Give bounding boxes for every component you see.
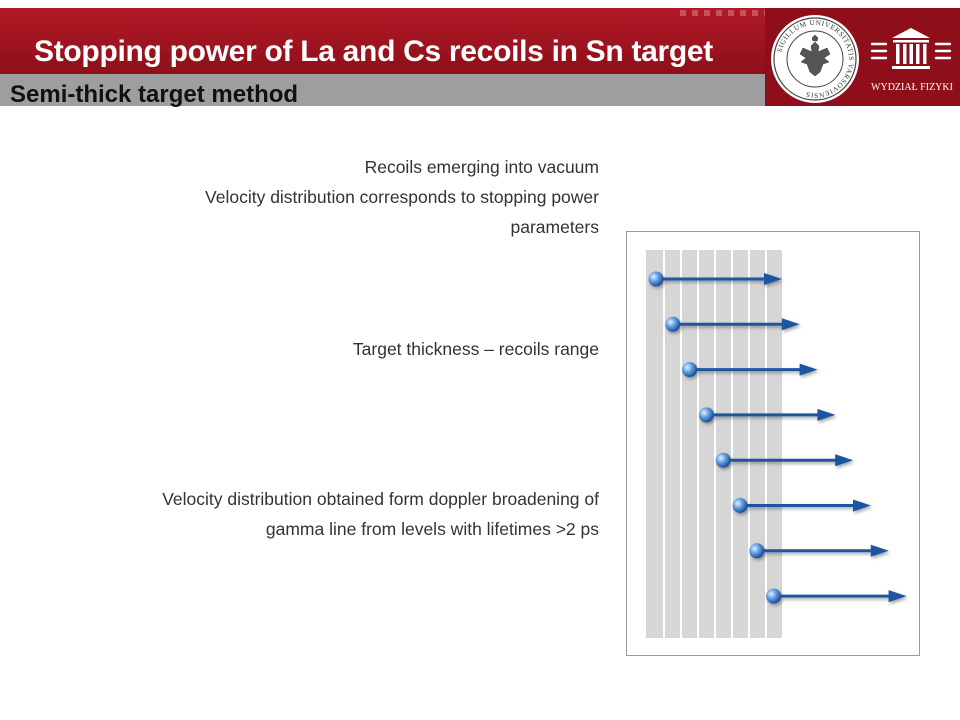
recoil-nucleus (749, 543, 765, 559)
text-block-recoils-emerging: Recoils emerging into vacuum Velocity di… (205, 152, 599, 242)
arrow-head (853, 499, 871, 512)
arrow-head (781, 318, 800, 331)
text-block-velocity-distribution: Velocity distribution obtained form dopp… (162, 484, 599, 544)
recoil-arrow (715, 452, 854, 468)
recoil-arrow (698, 407, 836, 423)
text-line: Velocity distribution corresponds to sto… (205, 187, 599, 207)
recoil-arrow (766, 588, 907, 604)
slide-title: Stopping power of La and Cs recoils in S… (34, 35, 713, 68)
text-line: Recoils emerging into vacuum (364, 157, 599, 177)
arrow-head (888, 590, 907, 603)
faculty-name: WYDZIAŁ FIZYKI (871, 82, 953, 93)
recoil-arrow (665, 316, 800, 332)
recoil-nucleus (732, 498, 748, 513)
arrow-head (799, 363, 818, 376)
recoil-nucleus (682, 362, 698, 378)
recoil-nucleus (715, 452, 731, 468)
text-line: Target thickness – recoils range (352, 339, 599, 359)
recoil-arrows (648, 271, 907, 604)
semi-thick-target-diagram (626, 231, 920, 656)
text-line: Velocity distribution obtained form dopp… (162, 489, 599, 509)
recoil-nucleus (648, 271, 664, 287)
text-block-target-thickness: Target thickness – recoils range (353, 334, 599, 364)
arrow-head (870, 544, 889, 557)
arrow-head (817, 408, 836, 421)
recoil-nucleus (665, 316, 681, 332)
faculty-building-logo (870, 28, 952, 69)
recoil-nucleus (766, 588, 782, 604)
recoil-arrow (682, 362, 818, 378)
arrow-head (835, 454, 854, 467)
recoil-arrow (732, 498, 871, 513)
recoil-arrow (648, 271, 782, 287)
slide-subtitle: Semi-thick target method (10, 81, 299, 108)
university-seal-logo: SIGILLUM UNIVERSITATIS VARSOVIENSIS (771, 15, 859, 103)
subtitle-bar (0, 74, 765, 106)
recoil-nucleus (698, 407, 714, 423)
target-layers (646, 250, 782, 638)
text-line: gamma line from levels with lifetimes >2… (265, 519, 599, 539)
recoil-arrow (749, 543, 889, 559)
text-line: parameters (510, 217, 599, 237)
arrow-head (764, 273, 782, 285)
recoil-diagram-svg (646, 250, 907, 638)
